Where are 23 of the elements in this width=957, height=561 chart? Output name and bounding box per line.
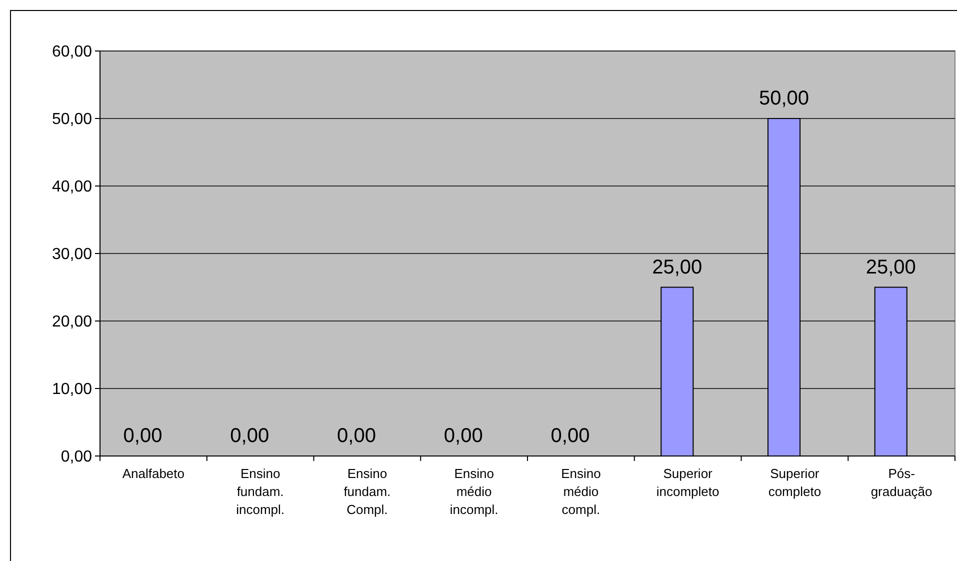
x-tick-label: Ensino médio compl.: [561, 466, 601, 517]
data-label: 0,00: [337, 425, 376, 447]
y-tick-label: 30,00: [52, 246, 92, 264]
x-tick-label: Ensino médio incompl.: [450, 466, 498, 517]
data-label: 25,00: [866, 256, 916, 278]
x-tick-label: Analfabeto: [122, 466, 185, 481]
data-label: 0,00: [230, 425, 270, 447]
y-tick-label: 10,00: [52, 381, 92, 398]
x-tick-label: Pós-graduação: [870, 466, 932, 499]
data-label: 0,00: [123, 425, 162, 447]
y-tick-label: 0,00: [60, 448, 92, 466]
x-tick-label: Superior completo: [768, 466, 822, 499]
data-label: 0,00: [444, 425, 483, 447]
data-label: 0,00: [550, 425, 590, 447]
data-label: 25,00: [652, 256, 702, 278]
y-tick-label: 60,00: [52, 44, 92, 61]
x-tick-label: Superior incompleto: [656, 466, 720, 499]
data-label: 50,00: [758, 88, 810, 110]
y-tick-label: 20,00: [52, 314, 92, 331]
y-tick-label: 40,00: [52, 178, 92, 196]
y-tick-label: 50,00: [52, 111, 92, 128]
x-tick-label: Ensino fundam. Compl.: [344, 466, 391, 517]
x-tick-label: Ensino fundam. incompl.: [236, 466, 285, 517]
